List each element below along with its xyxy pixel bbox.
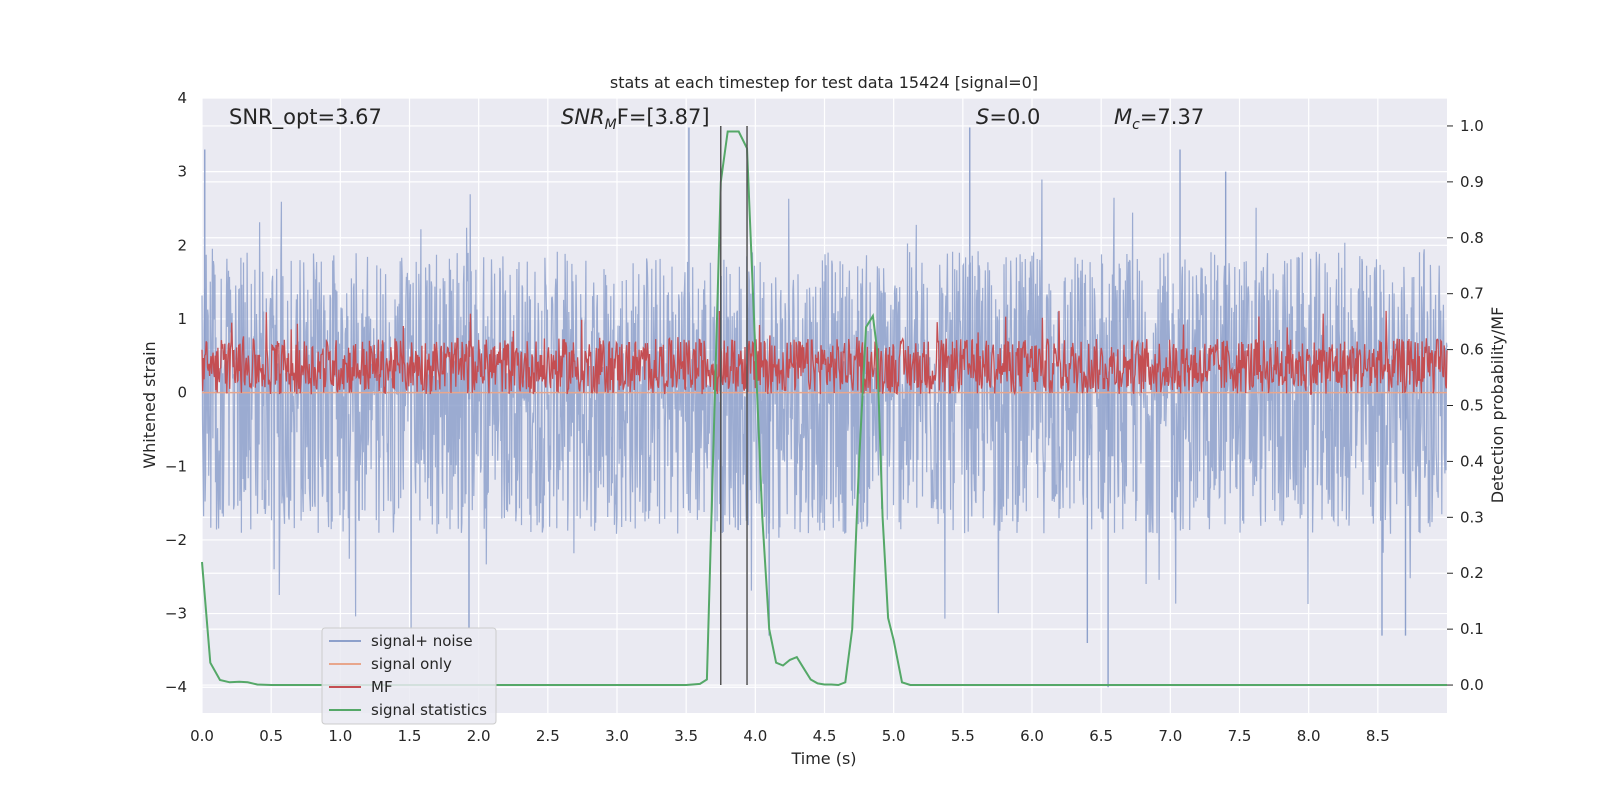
legend-box xyxy=(321,627,497,725)
mc-rest: =7.37 xyxy=(1140,105,1204,129)
x-tick-label: 0.5 xyxy=(259,727,283,745)
snr-mf-base: SNR xyxy=(561,105,605,129)
y-tick-label: −1 xyxy=(165,457,187,475)
legend: signal+ noise signal only MF signal stat… xyxy=(321,627,497,725)
right-tick-label: 0.4 xyxy=(1460,452,1484,470)
x-tick-label: 3.5 xyxy=(674,727,698,745)
x-tick-label: 7.5 xyxy=(1228,727,1252,745)
x-tick-label: 8.5 xyxy=(1366,727,1390,745)
mc-base: M xyxy=(1114,105,1132,129)
snr-mf-rest: F=[3.87] xyxy=(617,105,710,129)
plot-content xyxy=(201,127,1448,688)
right-tick-label: 0.8 xyxy=(1460,229,1484,247)
y-axis-ticks: 4 3 2 1 0 −1 −2 −3 −4 xyxy=(165,89,187,696)
x-tick-label: 1.0 xyxy=(328,727,352,745)
right-axis-ticks: 1.0 0.9 0.8 0.7 0.6 0.5 0.4 0.3 0.2 0.1 0.0 xyxy=(1447,117,1484,694)
x-tick-label: 5.5 xyxy=(951,727,975,745)
legend-label-signal-statistics: signal statistics xyxy=(371,701,487,719)
right-tick-label: 0.0 xyxy=(1460,676,1484,694)
x-axis-label: Time (s) xyxy=(790,749,856,768)
x-tick-label: 4.5 xyxy=(813,727,837,745)
y-tick-label: −4 xyxy=(165,678,187,696)
right-tick-label: 0.9 xyxy=(1460,173,1484,191)
s-base: S xyxy=(976,105,989,129)
y-axis-label: Whitened strain xyxy=(140,341,159,468)
chart-title: stats at each timestep for test data 154… xyxy=(610,73,1038,92)
right-tick-label: 0.6 xyxy=(1460,341,1484,359)
x-tick-label: 6.5 xyxy=(1089,727,1113,745)
x-tick-label: 5.0 xyxy=(882,727,906,745)
mc-subscript: c xyxy=(1132,117,1140,133)
y-tick-label: −3 xyxy=(165,605,187,623)
y-tick-label: 0 xyxy=(177,384,187,402)
snr-mf-subscript: M xyxy=(605,117,617,133)
x-tick-label: 6.0 xyxy=(1020,727,1044,745)
series-mf xyxy=(201,310,1448,396)
x-tick-label: 0.0 xyxy=(190,727,214,745)
x-tick-label: 8.0 xyxy=(1297,727,1321,745)
right-tick-label: 1.0 xyxy=(1460,117,1484,135)
x-tick-label: 3.0 xyxy=(605,727,629,745)
right-axis-label: Detection probability/MF xyxy=(1488,307,1507,504)
legend-label-signal-only: signal only xyxy=(371,655,452,673)
mc-annotation: Mc=7.37 xyxy=(1114,105,1204,133)
y-tick-label: 4 xyxy=(177,89,187,107)
y-tick-label: 3 xyxy=(177,163,187,181)
x-axis-ticks: 0.0 0.5 1.0 1.5 2.0 2.5 3.0 3.5 4.0 4.5 5.0 5.5 6.0 6… xyxy=(190,727,1390,745)
y-tick-label: −2 xyxy=(165,531,187,549)
legend-label-signal-noise: signal+ noise xyxy=(371,632,473,650)
vertical-markers xyxy=(720,125,748,686)
series-signal-statistics xyxy=(201,130,1447,687)
snr-mf-annotation: SNRMF=[3.87] xyxy=(561,105,710,133)
right-tick-label: 0.3 xyxy=(1460,508,1484,526)
x-tick-label: 7.0 xyxy=(1158,727,1182,745)
s-rest: =0.0 xyxy=(989,105,1040,129)
right-tick-label: 0.5 xyxy=(1460,397,1484,415)
x-tick-label: 2.5 xyxy=(536,727,560,745)
y-tick-label: 2 xyxy=(177,236,187,254)
right-tick-label: 0.1 xyxy=(1460,620,1484,638)
s-annotation: S=0.0 xyxy=(976,105,1040,129)
x-tick-label: 1.5 xyxy=(398,727,422,745)
right-tick-label: 0.2 xyxy=(1460,564,1484,582)
x-tick-label: 4.0 xyxy=(743,727,767,745)
series-signal-noise xyxy=(201,179,1448,630)
x-tick-label: 2.0 xyxy=(467,727,491,745)
snr-opt-annotation: SNR_opt=3.67 xyxy=(229,105,382,130)
y-tick-label: 1 xyxy=(177,310,187,328)
right-tick-label: 0.7 xyxy=(1460,285,1484,303)
legend-label-mf: MF xyxy=(371,678,393,696)
